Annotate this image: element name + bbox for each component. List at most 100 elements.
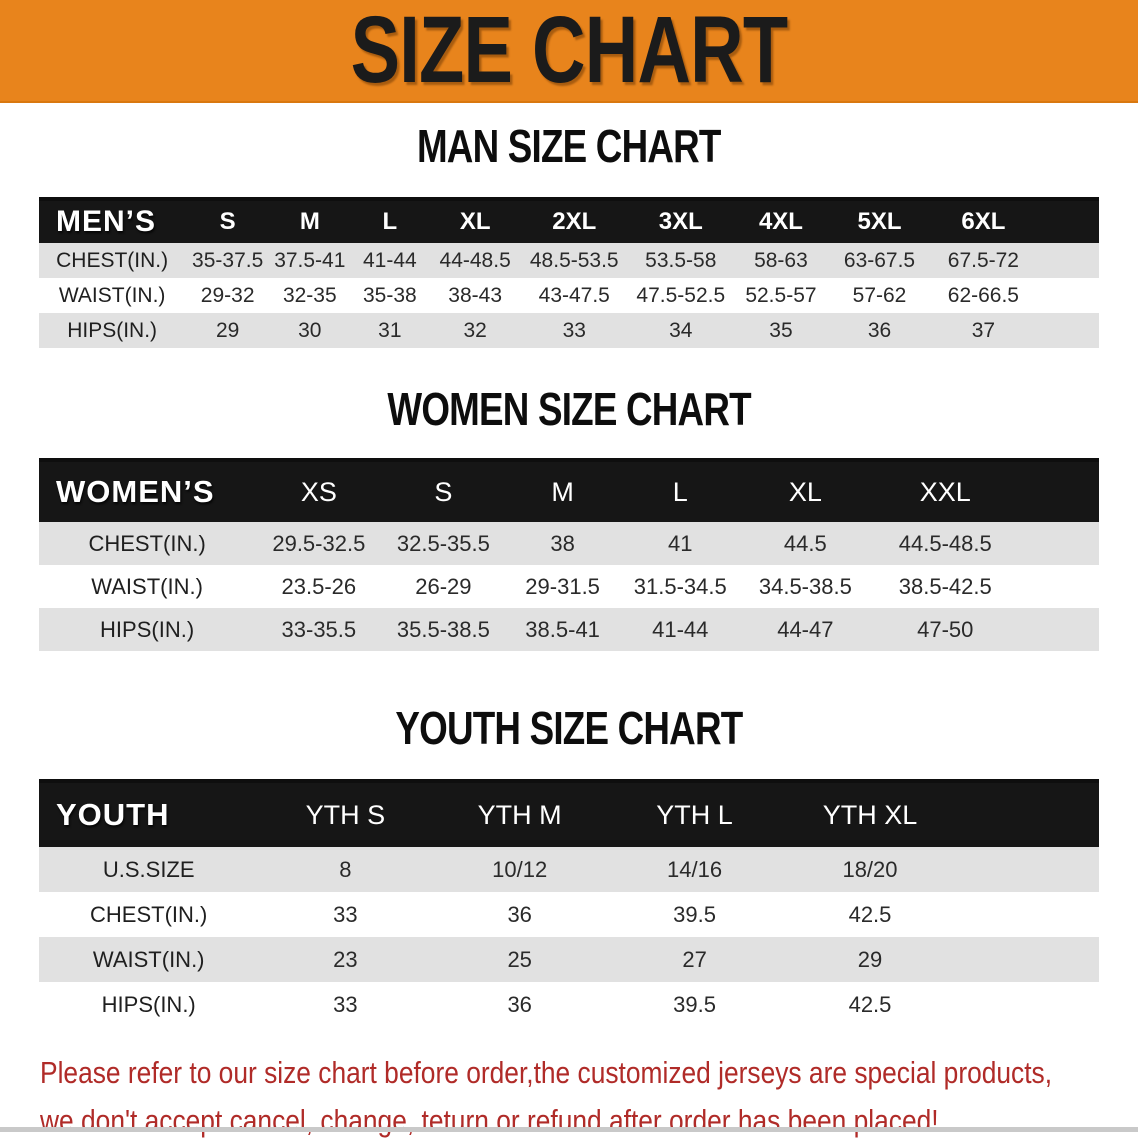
size-value-cell: 38.5-42.5 (871, 565, 1020, 608)
youth-ussize-row: U.S.SIZE 8 10/12 14/16 18/20 (39, 847, 1099, 892)
row-label: HIPS(IN.) (39, 608, 256, 651)
size-value-cell: 63-67.5 (828, 243, 931, 278)
mens-header-row: MEN’S S M L XL 2XL 3XL 4XL 5XL 6XL (39, 199, 1099, 243)
row-label: CHEST(IN.) (39, 522, 256, 565)
women-size-chart-heading: WOMEN SIZE CHART (0, 382, 1138, 436)
mens-table-label: MEN’S (39, 199, 186, 243)
disclaimer-line-2: we don't accept cancel, change, teturn o… (40, 1103, 939, 1138)
size-value-cell: 37.5-41 (270, 243, 350, 278)
mens-size-table: MEN’S S M L XL 2XL 3XL 4XL 5XL 6XL CHEST… (39, 197, 1099, 348)
size-value-cell: 35-38 (349, 278, 431, 313)
size-value-cell: 38.5-41 (504, 608, 621, 651)
size-value-cell: 36 (432, 982, 608, 1027)
row-label: CHEST(IN.) (39, 243, 186, 278)
size-value-cell: 35-37.5 (185, 243, 271, 278)
row-label: CHEST(IN.) (39, 892, 259, 937)
size-column-header: L (349, 199, 431, 243)
size-value-cell: 27 (607, 937, 783, 982)
size-value-cell: 34 (628, 313, 734, 348)
size-value-cell: 37 (930, 313, 1037, 348)
size-value-cell: 44-48.5 (430, 243, 521, 278)
size-value-cell: 39.5 (607, 892, 783, 937)
size-column-header: 6XL (930, 199, 1037, 243)
womens-chest-row: CHEST(IN.) 29.5-32.5 32.5-35.5 38 41 44.… (39, 522, 1099, 565)
spacer-cell (1036, 199, 1099, 243)
womens-table-label: WOMEN’S (39, 460, 256, 522)
size-value-cell: 29 (185, 313, 271, 348)
page-title: SIZE CHART (350, 0, 789, 103)
size-value-cell: 32 (430, 313, 521, 348)
bottom-edge-strip (0, 1127, 1138, 1132)
size-value-cell: 14/16 (607, 847, 783, 892)
spacer-cell (1019, 460, 1099, 522)
size-value-cell: 53.5-58 (628, 243, 734, 278)
row-label: WAIST(IN.) (39, 278, 186, 313)
size-value-cell: 32.5-35.5 (382, 522, 505, 565)
disclaimer-note: Please refer to our size chart before or… (40, 1049, 1138, 1145)
size-value-cell: 47-50 (871, 608, 1020, 651)
size-value-cell: 44.5-48.5 (871, 522, 1020, 565)
spacer-cell (1036, 278, 1099, 313)
size-value-cell: 44-47 (739, 608, 872, 651)
size-value-cell: 23 (258, 937, 433, 982)
size-column-header: M (504, 460, 621, 522)
size-value-cell: 29.5-32.5 (255, 522, 383, 565)
size-value-cell: 38 (504, 522, 621, 565)
disclaimer-line-1: Please refer to our size chart before or… (40, 1055, 1053, 1090)
size-column-header: L (620, 460, 740, 522)
size-value-cell: 41 (620, 522, 740, 565)
size-value-cell: 29-32 (185, 278, 271, 313)
size-chart-banner: SIZE CHART (0, 0, 1138, 103)
spacer-cell (957, 937, 1099, 982)
youth-header-row: YOUTH YTH S YTH M YTH L YTH XL (39, 781, 1099, 847)
size-value-cell: 39.5 (607, 982, 783, 1027)
womens-waist-row: WAIST(IN.) 23.5-26 26-29 29-31.5 31.5-34… (39, 565, 1099, 608)
size-value-cell: 67.5-72 (930, 243, 1037, 278)
women-size-chart-heading-text: WOMEN SIZE CHART (387, 383, 751, 435)
size-value-cell: 38-43 (430, 278, 521, 313)
size-value-cell: 34.5-38.5 (739, 565, 872, 608)
size-column-header: 4XL (733, 199, 829, 243)
spacer-cell (957, 781, 1099, 847)
size-value-cell: 35.5-38.5 (382, 608, 505, 651)
womens-hips-row: HIPS(IN.) 33-35.5 35.5-38.5 38.5-41 41-4… (39, 608, 1099, 651)
spacer-cell (957, 847, 1099, 892)
mens-hips-row: HIPS(IN.) 29 30 31 32 33 34 35 36 37 (39, 313, 1099, 348)
spacer-cell (957, 982, 1099, 1027)
size-value-cell: 48.5-53.5 (520, 243, 629, 278)
size-value-cell: 35 (733, 313, 829, 348)
spacer-cell (1019, 522, 1099, 565)
size-value-cell: 31 (349, 313, 431, 348)
size-column-header: 5XL (828, 199, 931, 243)
womens-size-table: WOMEN’S XS S M L XL XXL CHEST(IN.) 29.5-… (39, 458, 1099, 651)
youth-size-table: YOUTH YTH S YTH M YTH L YTH XL U.S.SIZE … (39, 779, 1099, 1027)
size-value-cell: 47.5-52.5 (628, 278, 734, 313)
youth-size-chart-heading: YOUTH SIZE CHART (0, 701, 1138, 755)
size-column-header: 2XL (520, 199, 629, 243)
size-value-cell: 31.5-34.5 (620, 565, 740, 608)
size-column-header: 3XL (628, 199, 734, 243)
size-value-cell: 29-31.5 (504, 565, 621, 608)
man-size-chart-heading-text: MAN SIZE CHART (417, 120, 721, 172)
size-column-header: YTH M (432, 781, 608, 847)
size-column-header: XS (255, 460, 383, 522)
size-value-cell: 33 (520, 313, 629, 348)
size-value-cell: 30 (270, 313, 350, 348)
spacer-cell (1036, 313, 1099, 348)
size-value-cell: 29 (782, 937, 958, 982)
row-label: U.S.SIZE (39, 847, 259, 892)
size-value-cell: 57-62 (828, 278, 931, 313)
row-label: WAIST(IN.) (39, 565, 256, 608)
size-value-cell: 36 (828, 313, 931, 348)
spacer-cell (1019, 608, 1099, 651)
size-value-cell: 52.5-57 (733, 278, 829, 313)
size-value-cell: 42.5 (782, 892, 958, 937)
row-label: WAIST(IN.) (39, 937, 259, 982)
size-value-cell: 33-35.5 (255, 608, 383, 651)
size-value-cell: 8 (258, 847, 433, 892)
row-label: HIPS(IN.) (39, 982, 259, 1027)
youth-waist-row: WAIST(IN.) 23 25 27 29 (39, 937, 1099, 982)
womens-header-row: WOMEN’S XS S M L XL XXL (39, 460, 1099, 522)
size-column-header: YTH L (607, 781, 783, 847)
size-value-cell: 33 (258, 892, 433, 937)
